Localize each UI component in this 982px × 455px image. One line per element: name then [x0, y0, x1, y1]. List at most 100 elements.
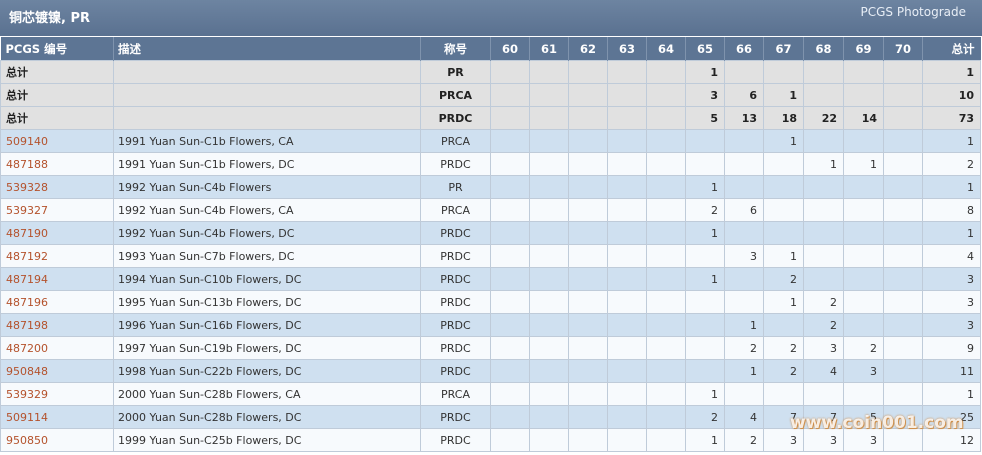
totals-grade-65: 3: [685, 83, 725, 107]
pcgs-number-link[interactable]: 950850: [6, 433, 48, 447]
totals-grade-69: [843, 60, 884, 84]
grade-70-cell: [883, 129, 923, 153]
grade-64-cell: [646, 221, 686, 245]
pcgs-number-cell: 487192: [0, 244, 114, 268]
pcgs-number-link[interactable]: 487194: [6, 272, 48, 286]
pcgs-number-link[interactable]: 487198: [6, 318, 48, 332]
grade-64-cell: [646, 244, 686, 268]
totals-grade-60: [490, 60, 530, 84]
designation-cell: PRDC: [420, 405, 491, 429]
totals-grade-67: [763, 60, 804, 84]
grade-62-cell: [568, 405, 608, 429]
grade-61-cell: [529, 290, 569, 314]
grade-62-cell: [568, 221, 608, 245]
grade-64-cell: [646, 336, 686, 360]
designation-cell: PRCA: [420, 382, 491, 406]
grade-70-cell: [883, 290, 923, 314]
grade-62-cell: [568, 359, 608, 383]
pcgs-number-link[interactable]: 539329: [6, 387, 48, 401]
col-grade-67: 67: [763, 37, 804, 61]
page-title: 铜芯镀镍, PR: [9, 11, 91, 26]
table-row: 950848 1998 Yuan Sun-C22b Flowers, DC PRDC…: [0, 359, 981, 383]
designation-cell: PRDC: [420, 359, 491, 383]
total-cell: 2: [922, 152, 981, 176]
grade-67-cell: [763, 198, 804, 222]
totals-grade-68: [803, 60, 844, 84]
grade-65-cell: [685, 244, 725, 268]
pcgs-number-link[interactable]: 487188: [6, 157, 48, 171]
total-cell: 8: [922, 198, 981, 222]
table-row: 487188 1991 Yuan Sun-C1b Flowers, DC PRDC 1…: [0, 152, 981, 176]
totals-grade-61: [529, 106, 569, 130]
totals-grade-61: [529, 83, 569, 107]
totals-grade-62: [568, 60, 608, 84]
grade-69-cell: [843, 129, 884, 153]
grade-60-cell: [490, 382, 530, 406]
total-cell: 12: [922, 428, 981, 452]
pcgs-number-link[interactable]: 950848: [6, 364, 48, 378]
table-row: 539328 1992 Yuan Sun-C4b Flowers PR 1 1: [0, 175, 981, 199]
grade-64-cell: [646, 428, 686, 452]
designation-cell: PRDC: [420, 221, 491, 245]
population-table: PCGS 编号 描述 称号 60 61 62 63 64 65 66 67 68…: [0, 37, 981, 452]
grade-63-cell: [607, 428, 647, 452]
grade-65-cell: [685, 129, 725, 153]
grade-70-cell: [883, 198, 923, 222]
pcgs-number-link[interactable]: 487190: [6, 226, 48, 240]
pcgs-number-link[interactable]: 539328: [6, 180, 48, 194]
table-row: 509140 1991 Yuan Sun-C1b Flowers, CA PRCA 1…: [0, 129, 981, 153]
grade-64-cell: [646, 175, 686, 199]
pcgs-number-cell: 487188: [0, 152, 114, 176]
description-cell: 1991 Yuan Sun-C1b Flowers, DC: [113, 152, 421, 176]
grade-60-cell: [490, 359, 530, 383]
grade-70-cell: [883, 382, 923, 406]
pcgs-number-link[interactable]: 487200: [6, 341, 48, 355]
totals-grade-68: 22: [803, 106, 844, 130]
pcgs-number-link[interactable]: 487196: [6, 295, 48, 309]
col-total: 总计: [922, 37, 981, 61]
grade-63-cell: [607, 382, 647, 406]
pcgs-number-cell: 487198: [0, 313, 114, 337]
grade-64-cell: [646, 129, 686, 153]
grade-64-cell: [646, 267, 686, 291]
designation-cell: PRDC: [420, 428, 491, 452]
grade-66-cell: 2: [724, 336, 764, 360]
totals-grade-63: [607, 60, 647, 84]
grade-68-cell: 2: [803, 290, 844, 314]
pcgs-number-link[interactable]: 509114: [6, 410, 48, 424]
totals-total: 10: [922, 83, 981, 107]
total-cell: 3: [922, 290, 981, 314]
grade-60-cell: [490, 244, 530, 268]
pcgs-number-link[interactable]: 539327: [6, 203, 48, 217]
grade-65-cell: [685, 152, 725, 176]
description-cell: 1998 Yuan Sun-C22b Flowers, DC: [113, 359, 421, 383]
totals-grade-64: [646, 60, 686, 84]
totals-grade-62: [568, 106, 608, 130]
grade-62-cell: [568, 313, 608, 337]
grade-69-cell: [843, 290, 884, 314]
grade-62-cell: [568, 267, 608, 291]
table-row: 487198 1996 Yuan Sun-C16b Flowers, DC PRDC…: [0, 313, 981, 337]
grade-61-cell: [529, 428, 569, 452]
grade-64-cell: [646, 290, 686, 314]
totals-description: [113, 83, 421, 107]
description-cell: 1994 Yuan Sun-C10b Flowers, DC: [113, 267, 421, 291]
total-cell: 1: [922, 221, 981, 245]
description-cell: 1993 Yuan Sun-C7b Flowers, DC: [113, 244, 421, 268]
pcgs-number-link[interactable]: 487192: [6, 249, 48, 263]
grade-61-cell: [529, 382, 569, 406]
grade-69-cell: 5: [843, 405, 884, 429]
pcgs-number-cell: 509140: [0, 129, 114, 153]
table-row: 487196 1995 Yuan Sun-C13b Flowers, DC PRDC…: [0, 290, 981, 314]
grade-64-cell: [646, 198, 686, 222]
col-designation: 称号: [420, 37, 491, 61]
designation-cell: PRDC: [420, 313, 491, 337]
col-grade-68: 68: [803, 37, 844, 61]
grade-61-cell: [529, 244, 569, 268]
grade-67-cell: 2: [763, 267, 804, 291]
designation-cell: PRDC: [420, 336, 491, 360]
grade-67-cell: 3: [763, 428, 804, 452]
photograde-link[interactable]: PCGS Photograde: [860, 5, 966, 19]
totals-grade-63: [607, 83, 647, 107]
pcgs-number-link[interactable]: 509140: [6, 134, 48, 148]
